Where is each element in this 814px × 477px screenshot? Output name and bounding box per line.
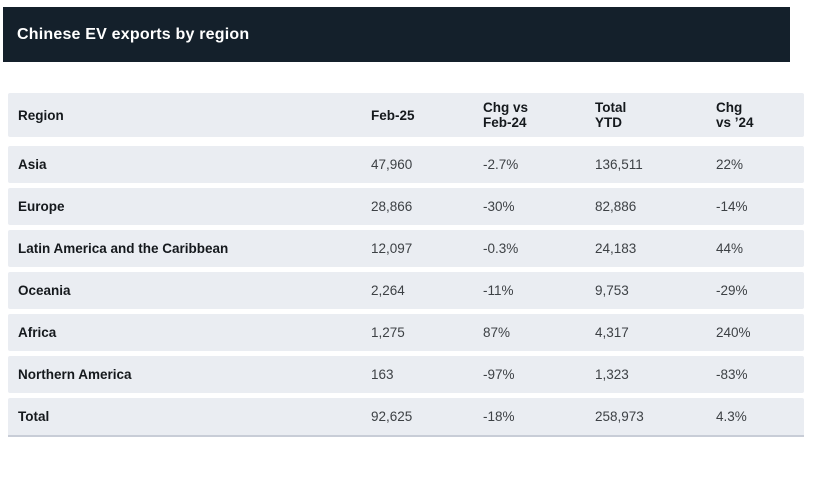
region-cell: Latin America and the Caribbean <box>18 241 229 256</box>
chg-vs-24-cell: -14% <box>716 199 748 214</box>
table-row-northern-america: Northern America 163 -97% 1,323 -83% <box>8 356 804 393</box>
feb25-cell: 92,625 <box>371 409 413 424</box>
table-row-latin-america: Latin America and the Caribbean 12,097 -… <box>8 230 804 267</box>
chg-vs-feb24-cell: -30% <box>483 199 515 214</box>
region-cell: Asia <box>18 157 47 172</box>
chg-vs-24-cell: -29% <box>716 283 748 298</box>
feb25-cell: 28,866 <box>371 199 413 214</box>
region-cell: Europe <box>18 199 65 214</box>
table-row-asia: Asia 47,960 -2.7% 136,511 22% <box>8 146 804 183</box>
page: Chinese EV exports by region Region Feb-… <box>0 7 814 437</box>
table-row-total: Total 92,625 -18% 258,973 4.3% <box>8 398 804 437</box>
total-ytd-cell: 258,973 <box>595 409 644 424</box>
chg-vs-feb24-cell: 87% <box>483 325 511 340</box>
table-row-europe: Europe 28,866 -30% 82,886 -14% <box>8 188 804 225</box>
total-ytd-cell: 9,753 <box>595 283 629 298</box>
chg-vs-feb24-cell: -0.3% <box>483 241 519 256</box>
chg-vs-feb24-cell: -2.7% <box>483 157 519 172</box>
table-header-row: Region Feb-25 Chg vs Feb-24 Total YTD Ch… <box>8 93 804 137</box>
title-bar: Chinese EV exports by region <box>3 7 790 62</box>
total-ytd-cell: 1,323 <box>595 367 629 382</box>
total-ytd-cell: 82,886 <box>595 199 637 214</box>
total-ytd-cell: 24,183 <box>595 241 637 256</box>
region-cell: Oceania <box>18 283 71 298</box>
column-header-chg-vs-feb24: Chg vs Feb-24 <box>483 100 529 130</box>
region-cell: Total <box>18 409 50 424</box>
chg-vs-feb24-cell: -11% <box>483 283 514 298</box>
column-header-region: Region <box>18 107 64 123</box>
chg-vs-24-cell: 22% <box>716 157 744 172</box>
feb25-cell: 2,264 <box>371 283 405 298</box>
feb25-cell: 163 <box>371 367 394 382</box>
table-row-oceania: Oceania 2,264 -11% 9,753 -29% <box>8 272 804 309</box>
page-title: Chinese EV exports by region <box>17 25 250 43</box>
total-ytd-cell: 136,511 <box>595 157 643 172</box>
chg-vs-feb24-cell: -18% <box>483 409 515 424</box>
table-row-africa: Africa 1,275 87% 4,317 240% <box>8 314 804 351</box>
chg-vs-24-cell: 4.3% <box>716 409 747 424</box>
feb25-cell: 12,097 <box>371 241 413 256</box>
total-ytd-cell: 4,317 <box>595 325 629 340</box>
feb25-cell: 1,275 <box>371 325 405 340</box>
column-header-feb25: Feb-25 <box>371 107 415 123</box>
column-header-chg-vs-24: Chg vs ’24 <box>716 100 754 130</box>
region-cell: Africa <box>18 325 57 340</box>
ev-exports-table: Region Feb-25 Chg vs Feb-24 Total YTD Ch… <box>8 93 804 437</box>
chg-vs-24-cell: 44% <box>716 241 744 256</box>
region-cell: Northern America <box>18 367 132 382</box>
feb25-cell: 47,960 <box>371 157 413 172</box>
chg-vs-24-cell: 240% <box>716 325 751 340</box>
chg-vs-feb24-cell: -97% <box>483 367 515 382</box>
chg-vs-24-cell: -83% <box>716 367 748 382</box>
column-header-total-ytd: Total YTD <box>595 100 627 130</box>
